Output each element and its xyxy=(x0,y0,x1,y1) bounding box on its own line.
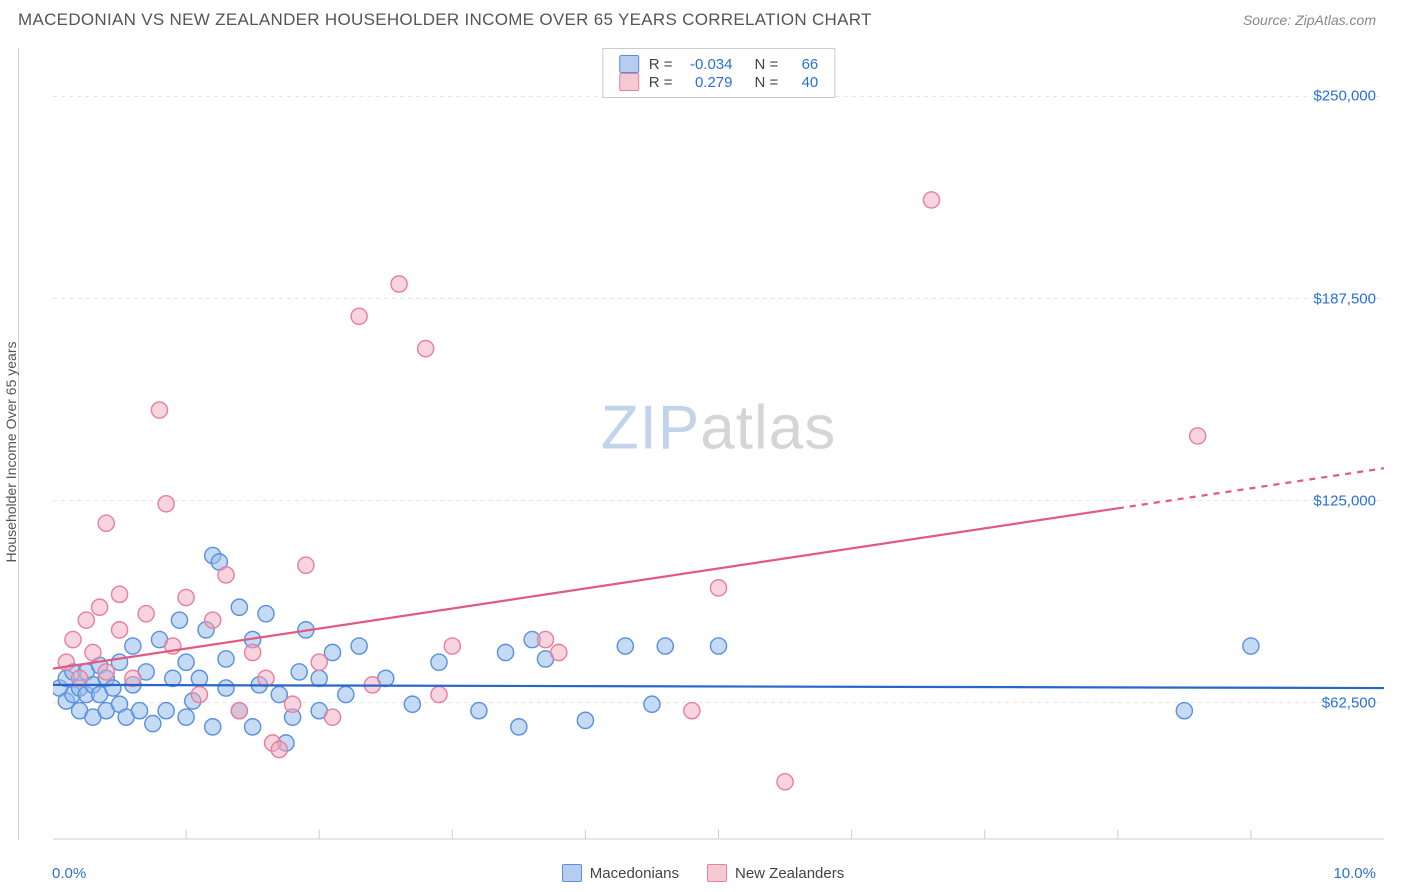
plot-area: ZIPatlas R = -0.034 N = 66 R = 0.279 N =… xyxy=(53,48,1384,840)
stats-row: R = -0.034 N = 66 xyxy=(619,55,819,73)
y-tick-label: $250,000 xyxy=(1313,88,1376,105)
y-tick-label: $62,500 xyxy=(1322,694,1376,711)
y-tick-label: $187,500 xyxy=(1313,290,1376,307)
legend-label: Macedonians xyxy=(590,865,679,882)
series-swatch xyxy=(619,73,639,91)
legend-swatch xyxy=(707,864,727,882)
stat-n-label: N = xyxy=(755,74,779,91)
stat-n-value: 66 xyxy=(788,56,818,73)
source-label: Source: ZipAtlas.com xyxy=(1243,12,1376,28)
legend-item: New Zealanders xyxy=(707,864,844,882)
stat-r-value: 0.279 xyxy=(683,74,733,91)
stat-r-label: R = xyxy=(649,74,673,91)
legend-label: New Zealanders xyxy=(735,865,844,882)
series-swatch xyxy=(619,55,639,73)
legend-item: Macedonians xyxy=(562,864,679,882)
y-axis-label: Householder Income Over 65 years xyxy=(3,342,19,563)
stat-n-value: 40 xyxy=(788,74,818,91)
stats-row: R = 0.279 N = 40 xyxy=(619,73,819,91)
bottom-legend: Macedonians New Zealanders xyxy=(0,864,1406,882)
stats-legend: R = -0.034 N = 66 R = 0.279 N = 40 xyxy=(602,48,836,98)
chart-container: Householder Income Over 65 years ZIPatla… xyxy=(18,48,1384,840)
stat-r-value: -0.034 xyxy=(683,56,733,73)
stat-n-label: N = xyxy=(755,56,779,73)
legend-swatch xyxy=(562,864,582,882)
y-tick-label: $125,000 xyxy=(1313,492,1376,509)
stat-r-label: R = xyxy=(649,56,673,73)
chart-title: MACEDONIAN VS NEW ZEALANDER HOUSEHOLDER … xyxy=(18,10,872,30)
